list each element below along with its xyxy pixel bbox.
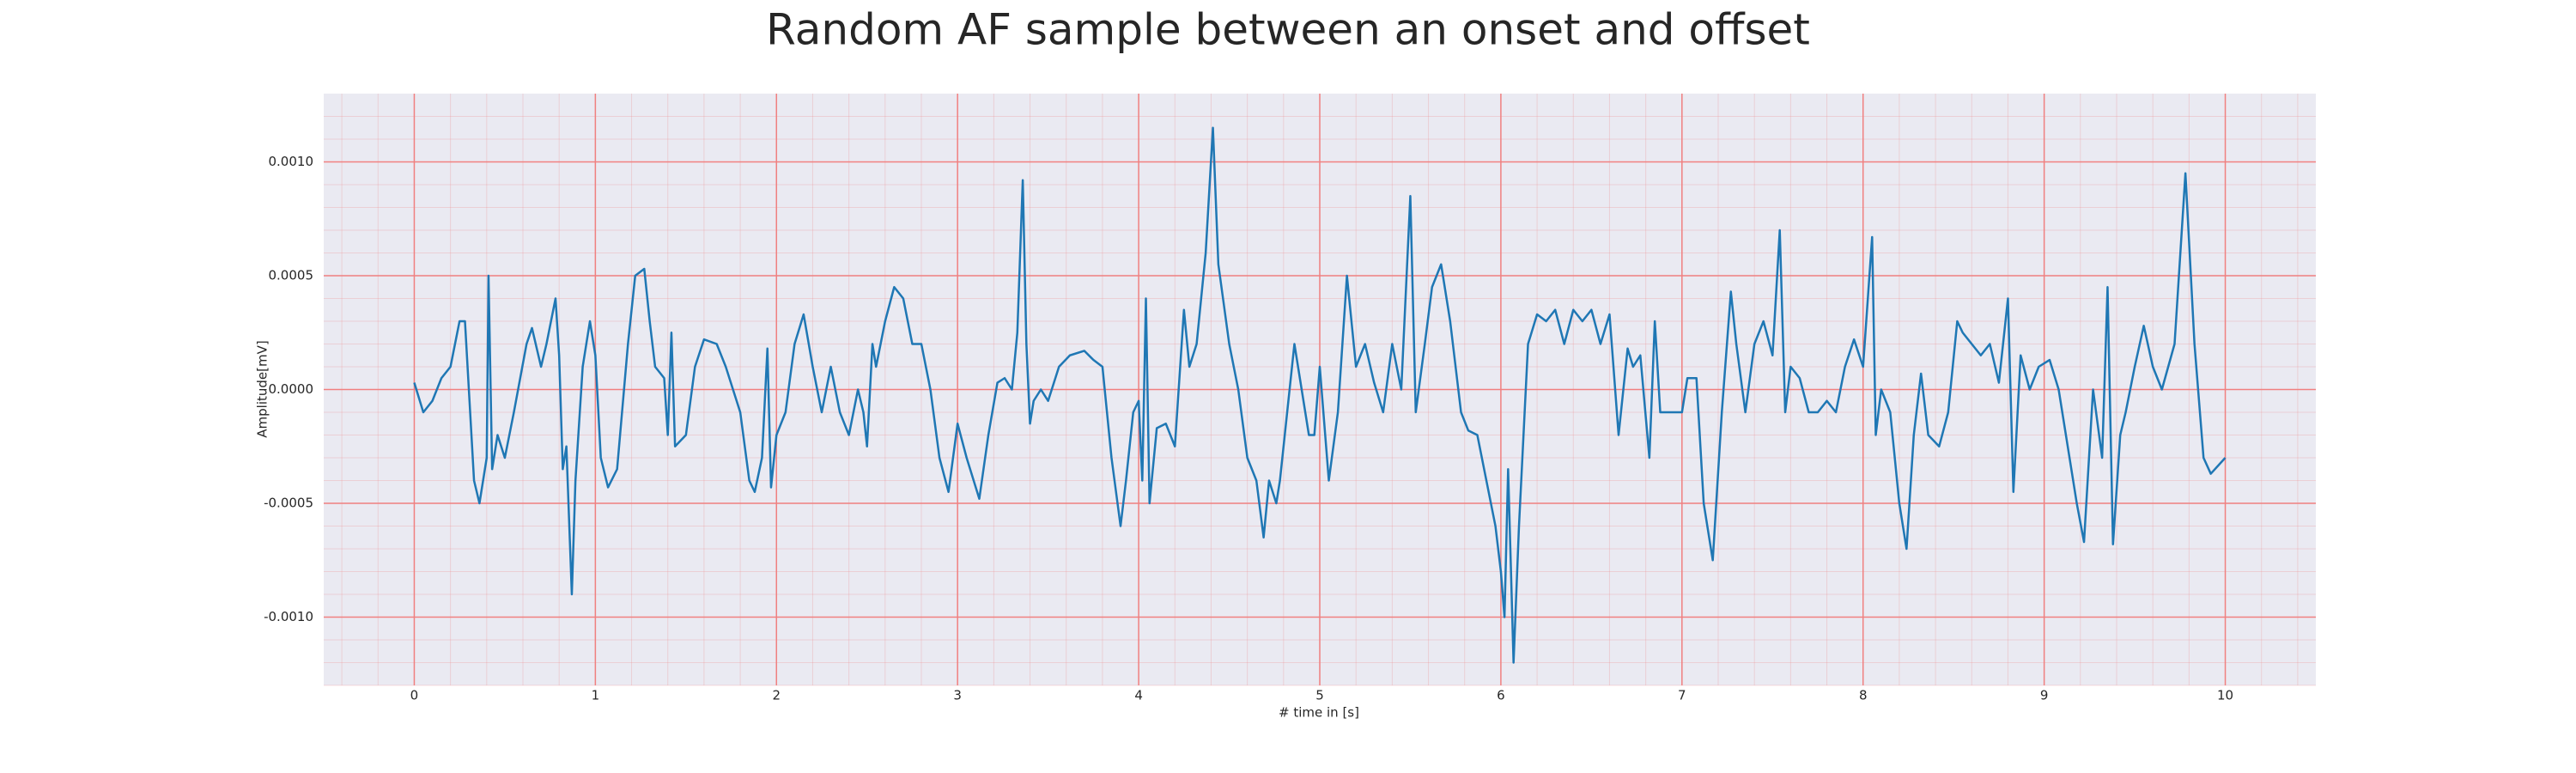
- x-tick-label: 10: [2217, 688, 2233, 703]
- y-tick-label: 0.0005: [269, 268, 314, 283]
- x-tick-label: 2: [772, 688, 781, 703]
- x-tick-label: 6: [1497, 688, 1505, 703]
- y-tick-label: 0.0010: [269, 154, 314, 169]
- x-tick-label: 9: [2040, 688, 2049, 703]
- x-axis-label: # time in [s]: [1279, 705, 1359, 721]
- y-tick-label: -0.0005: [264, 496, 313, 511]
- x-tick-label: 1: [592, 688, 600, 703]
- x-tick-label: 7: [1678, 688, 1686, 703]
- x-tick-label: 0: [410, 688, 419, 703]
- x-tick-label: 5: [1315, 688, 1324, 703]
- chart-title: Random AF sample between an onset and of…: [766, 5, 1810, 55]
- x-tick-label: 8: [1859, 688, 1868, 703]
- x-tick-label: 4: [1134, 688, 1143, 703]
- y-tick-label: -0.0010: [264, 609, 313, 624]
- y-tick-label: 0.0000: [269, 381, 314, 397]
- y-axis-label: Amplitude[mV]: [255, 340, 270, 437]
- x-tick-label: 3: [953, 688, 962, 703]
- signal-line: [413, 126, 2227, 664]
